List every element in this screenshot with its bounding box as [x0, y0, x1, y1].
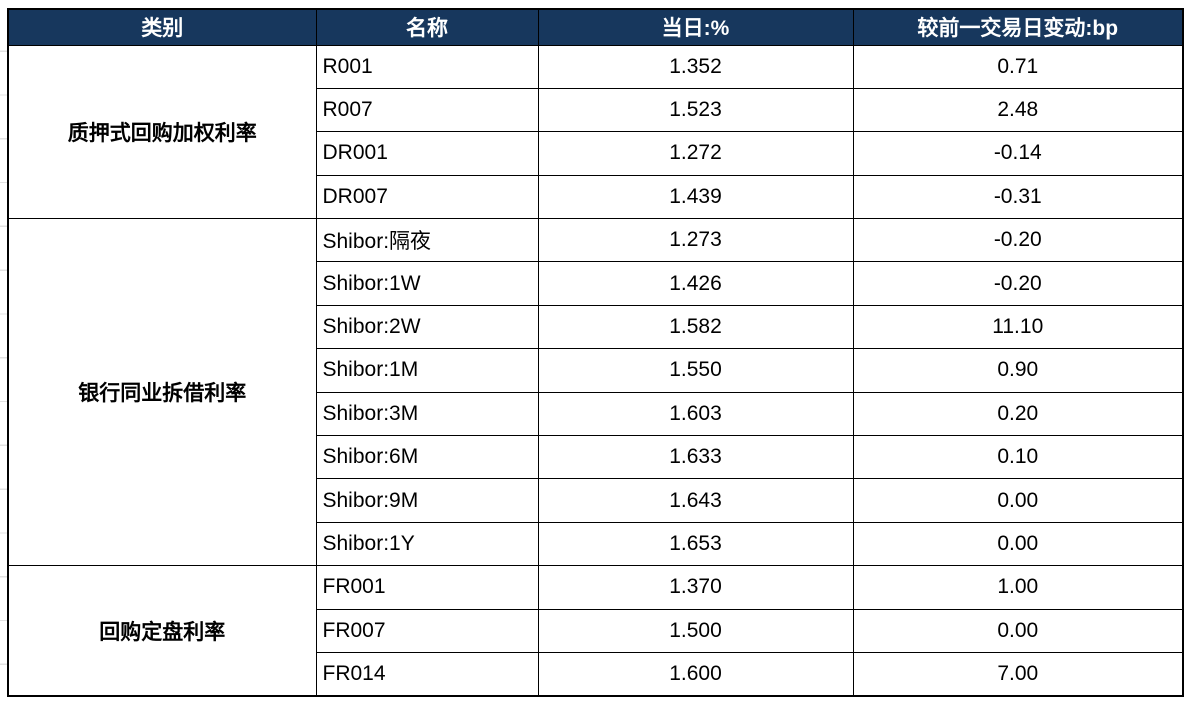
- change-cell[interactable]: 2.48: [852, 87, 1184, 133]
- rate-cell[interactable]: 1.653: [537, 521, 854, 567]
- name-cell[interactable]: Shibor:3M: [315, 391, 539, 437]
- table-row: Shibor:6M 1.633 0.10: [8, 435, 1184, 480]
- name-cell[interactable]: FR001: [315, 565, 539, 610]
- change-cell[interactable]: 0.00: [852, 521, 1184, 567]
- rate-cell[interactable]: 1.370: [537, 565, 854, 610]
- name-cell[interactable]: DR007: [315, 174, 539, 220]
- column-header-category[interactable]: 类别: [7, 8, 317, 46]
- change-cell[interactable]: 0.00: [852, 478, 1184, 523]
- rate-cell[interactable]: 1.600: [537, 651, 854, 697]
- table-row: FR014 1.600 7.00: [8, 651, 1184, 697]
- table-row: 回购定盘利率 FR001 1.370 1.00: [7, 565, 1184, 697]
- change-cell[interactable]: 11.10: [852, 304, 1184, 350]
- change-cell[interactable]: -0.31: [852, 174, 1184, 220]
- category-cell[interactable]: 银行同业拆借利率: [7, 218, 317, 567]
- rate-cell[interactable]: 1.426: [537, 261, 854, 306]
- change-cell[interactable]: -0.20: [852, 261, 1184, 306]
- rate-cell[interactable]: 1.633: [537, 435, 854, 480]
- change-cell[interactable]: 0.00: [852, 608, 1184, 653]
- table-row: DR001 1.272 -0.14: [8, 131, 1184, 176]
- name-cell[interactable]: R001: [315, 44, 539, 89]
- rate-cell[interactable]: 1.352: [537, 44, 854, 89]
- rate-cell[interactable]: 1.500: [537, 608, 854, 653]
- rate-cell[interactable]: 1.439: [537, 174, 854, 220]
- name-cell[interactable]: DR001: [315, 131, 539, 176]
- table-header: 类别 名称 当日:% 较前一交易日变动:bp: [7, 8, 1184, 46]
- table-row: Shibor:3M 1.603 0.20: [8, 391, 1184, 437]
- rate-cell[interactable]: 1.603: [537, 391, 854, 437]
- table-row: Shibor:1Y 1.653 0.00: [8, 521, 1184, 567]
- table-row: FR007 1.500 0.00: [8, 608, 1184, 653]
- rates-table: 类别 名称 当日:% 较前一交易日变动:bp 质押式回购加权利率 R001 1.352 0.…: [7, 8, 1184, 697]
- name-cell[interactable]: FR014: [315, 651, 539, 697]
- name-cell[interactable]: Shibor:1M: [315, 348, 539, 393]
- rate-cell[interactable]: 1.273: [537, 218, 854, 263]
- category-cell[interactable]: 回购定盘利率: [7, 565, 317, 697]
- table-row: Shibor:1W 1.426 -0.20: [8, 261, 1184, 306]
- spreadsheet-area: 类别 名称 当日:% 较前一交易日变动:bp 质押式回购加权利率 R001 1.352 0.…: [7, 8, 1184, 697]
- change-cell[interactable]: 7.00: [852, 651, 1184, 697]
- table-row: 银行同业拆借利率 Shibor:隔夜 1.273 -0.20: [7, 218, 1184, 567]
- rate-cell[interactable]: 1.643: [537, 478, 854, 523]
- table-row: R007 1.523 2.48: [8, 87, 1184, 133]
- rate-cell[interactable]: 1.550: [537, 348, 854, 393]
- name-cell[interactable]: Shibor:6M: [315, 435, 539, 480]
- table-row: 质押式回购加权利率 R001 1.352 0.71: [7, 44, 1184, 220]
- table-row: DR007 1.439 -0.31: [8, 174, 1184, 220]
- table-body: 质押式回购加权利率 R001 1.352 0.71 R007 1.523 2.48 DR001…: [7, 44, 1184, 697]
- change-cell[interactable]: 1.00: [852, 565, 1184, 610]
- column-header-change[interactable]: 较前一交易日变动:bp: [852, 8, 1184, 46]
- rate-cell[interactable]: 1.582: [537, 304, 854, 350]
- change-cell[interactable]: -0.14: [852, 131, 1184, 176]
- change-cell[interactable]: -0.20: [852, 218, 1184, 263]
- header-row: 类别 名称 当日:% 较前一交易日变动:bp: [7, 8, 1184, 46]
- name-cell[interactable]: FR007: [315, 608, 539, 653]
- column-header-rate[interactable]: 当日:%: [537, 8, 854, 46]
- name-cell[interactable]: Shibor:9M: [315, 478, 539, 523]
- name-cell[interactable]: Shibor:隔夜: [315, 218, 539, 263]
- name-cell[interactable]: Shibor:1Y: [315, 521, 539, 567]
- change-cell[interactable]: 0.10: [852, 435, 1184, 480]
- name-cell[interactable]: R007: [315, 87, 539, 133]
- change-cell[interactable]: 0.71: [852, 44, 1184, 89]
- column-header-name[interactable]: 名称: [315, 8, 539, 46]
- name-cell[interactable]: Shibor:1W: [315, 261, 539, 306]
- rate-cell[interactable]: 1.272: [537, 131, 854, 176]
- category-cell[interactable]: 质押式回购加权利率: [7, 44, 317, 220]
- rate-cell[interactable]: 1.523: [537, 87, 854, 133]
- change-cell[interactable]: 0.90: [852, 348, 1184, 393]
- change-cell[interactable]: 0.20: [852, 391, 1184, 437]
- table-row: Shibor:2W 1.582 11.10: [8, 304, 1184, 350]
- sheet-left-gridlines: [0, 8, 7, 706]
- table-row: Shibor:9M 1.643 0.00: [8, 478, 1184, 523]
- name-cell[interactable]: Shibor:2W: [315, 304, 539, 350]
